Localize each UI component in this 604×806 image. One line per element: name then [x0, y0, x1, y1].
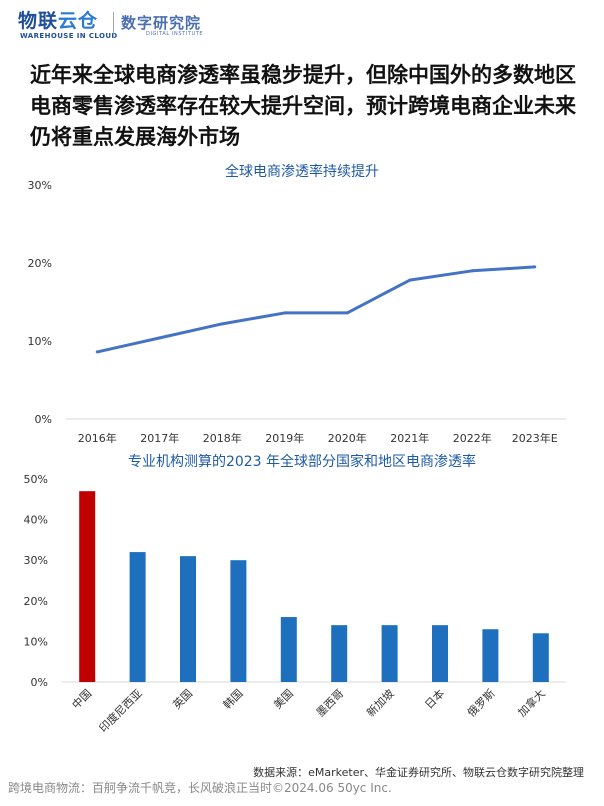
x-tick-label: 2023年E — [512, 431, 558, 445]
logo-subtext: WAREHOUSE IN CLOUD — [20, 32, 118, 40]
y-tick-label: 20% — [28, 257, 52, 270]
bar — [280, 617, 297, 682]
x-tick-label: 中国 — [70, 687, 95, 712]
x-tick-label: 2018年 — [203, 431, 242, 445]
bar — [79, 491, 96, 682]
data-point — [95, 350, 99, 354]
logo: 物联云仓 — [18, 6, 98, 33]
data-point — [345, 311, 349, 315]
y-tick-label: 0% — [35, 413, 52, 426]
x-tick-label: 2022年 — [453, 431, 492, 445]
data-point — [408, 278, 412, 282]
y-tick-label: 30% — [28, 179, 52, 192]
x-tick-label: 墨西哥 — [314, 687, 347, 720]
data-point — [470, 269, 474, 273]
institute-subtext: DIGITAL INSTITUTE — [146, 31, 204, 37]
x-tick-label: 日本 — [422, 686, 447, 711]
x-tick-label: 2019年 — [265, 431, 304, 445]
footer-note: 跨境电商物流：百舸争流千帆竞，长风破浪正当时©2024.06 50yc Inc. — [8, 781, 392, 795]
y-tick-label: 30% — [24, 554, 48, 567]
line-chart-title: 全球电商渗透率持续提升 — [225, 164, 379, 180]
x-tick-label: 英国 — [170, 686, 195, 711]
bar — [331, 625, 348, 682]
data-source: 数据来源：eMarketer、华金证券研究所、物联云仓数字研究院整理 — [253, 766, 584, 779]
institute-name: 数字研究院 — [121, 14, 202, 32]
y-tick-label: 20% — [24, 595, 48, 608]
x-tick-label: 2016年 — [78, 431, 117, 445]
x-tick-label: 新加坡 — [363, 686, 396, 719]
data-point — [533, 265, 537, 269]
x-tick-label: 2021年 — [390, 431, 429, 445]
bar — [180, 556, 196, 682]
data-point — [283, 311, 287, 315]
headline: 近年来全球电商渗透率虽稳步提升，但除中国外的多数地区电商零售渗透率存在较大提升空… — [30, 63, 576, 149]
x-tick-label: 2017年 — [140, 431, 179, 445]
bar — [230, 560, 247, 682]
bar — [532, 633, 549, 682]
y-tick-label: 0% — [31, 676, 48, 689]
bar — [482, 629, 499, 682]
y-tick-label: 40% — [24, 514, 48, 527]
bar-chart-title: 专业机构测算的2023 年全球部分国家和地区电商渗透率 — [127, 454, 477, 470]
logo-text-1: 物联 — [18, 10, 59, 32]
logo-divider — [113, 12, 114, 38]
x-tick-label: 俄罗斯 — [465, 687, 498, 720]
x-tick-label: 美国 — [271, 687, 296, 712]
data-point — [220, 322, 224, 326]
logo-text-2: 云仓 — [58, 10, 99, 32]
x-tick-label: 2020年 — [328, 431, 367, 445]
data-point — [158, 336, 162, 340]
y-tick-label: 50% — [24, 473, 48, 486]
x-tick-label: 印度尼西亚 — [96, 686, 145, 735]
series-line — [96, 265, 535, 354]
y-tick-label: 10% — [24, 635, 48, 648]
y-tick-label: 10% — [28, 335, 52, 348]
header: 物联云仓 WAREHOUSE IN CLOUD 数字研究院 DIGITAL IN… — [0, 0, 604, 48]
x-tick-label: 加拿大 — [515, 686, 548, 719]
bar — [129, 552, 146, 682]
bar — [381, 625, 398, 682]
x-tick-label: 韩国 — [220, 686, 245, 711]
bar — [432, 625, 448, 682]
